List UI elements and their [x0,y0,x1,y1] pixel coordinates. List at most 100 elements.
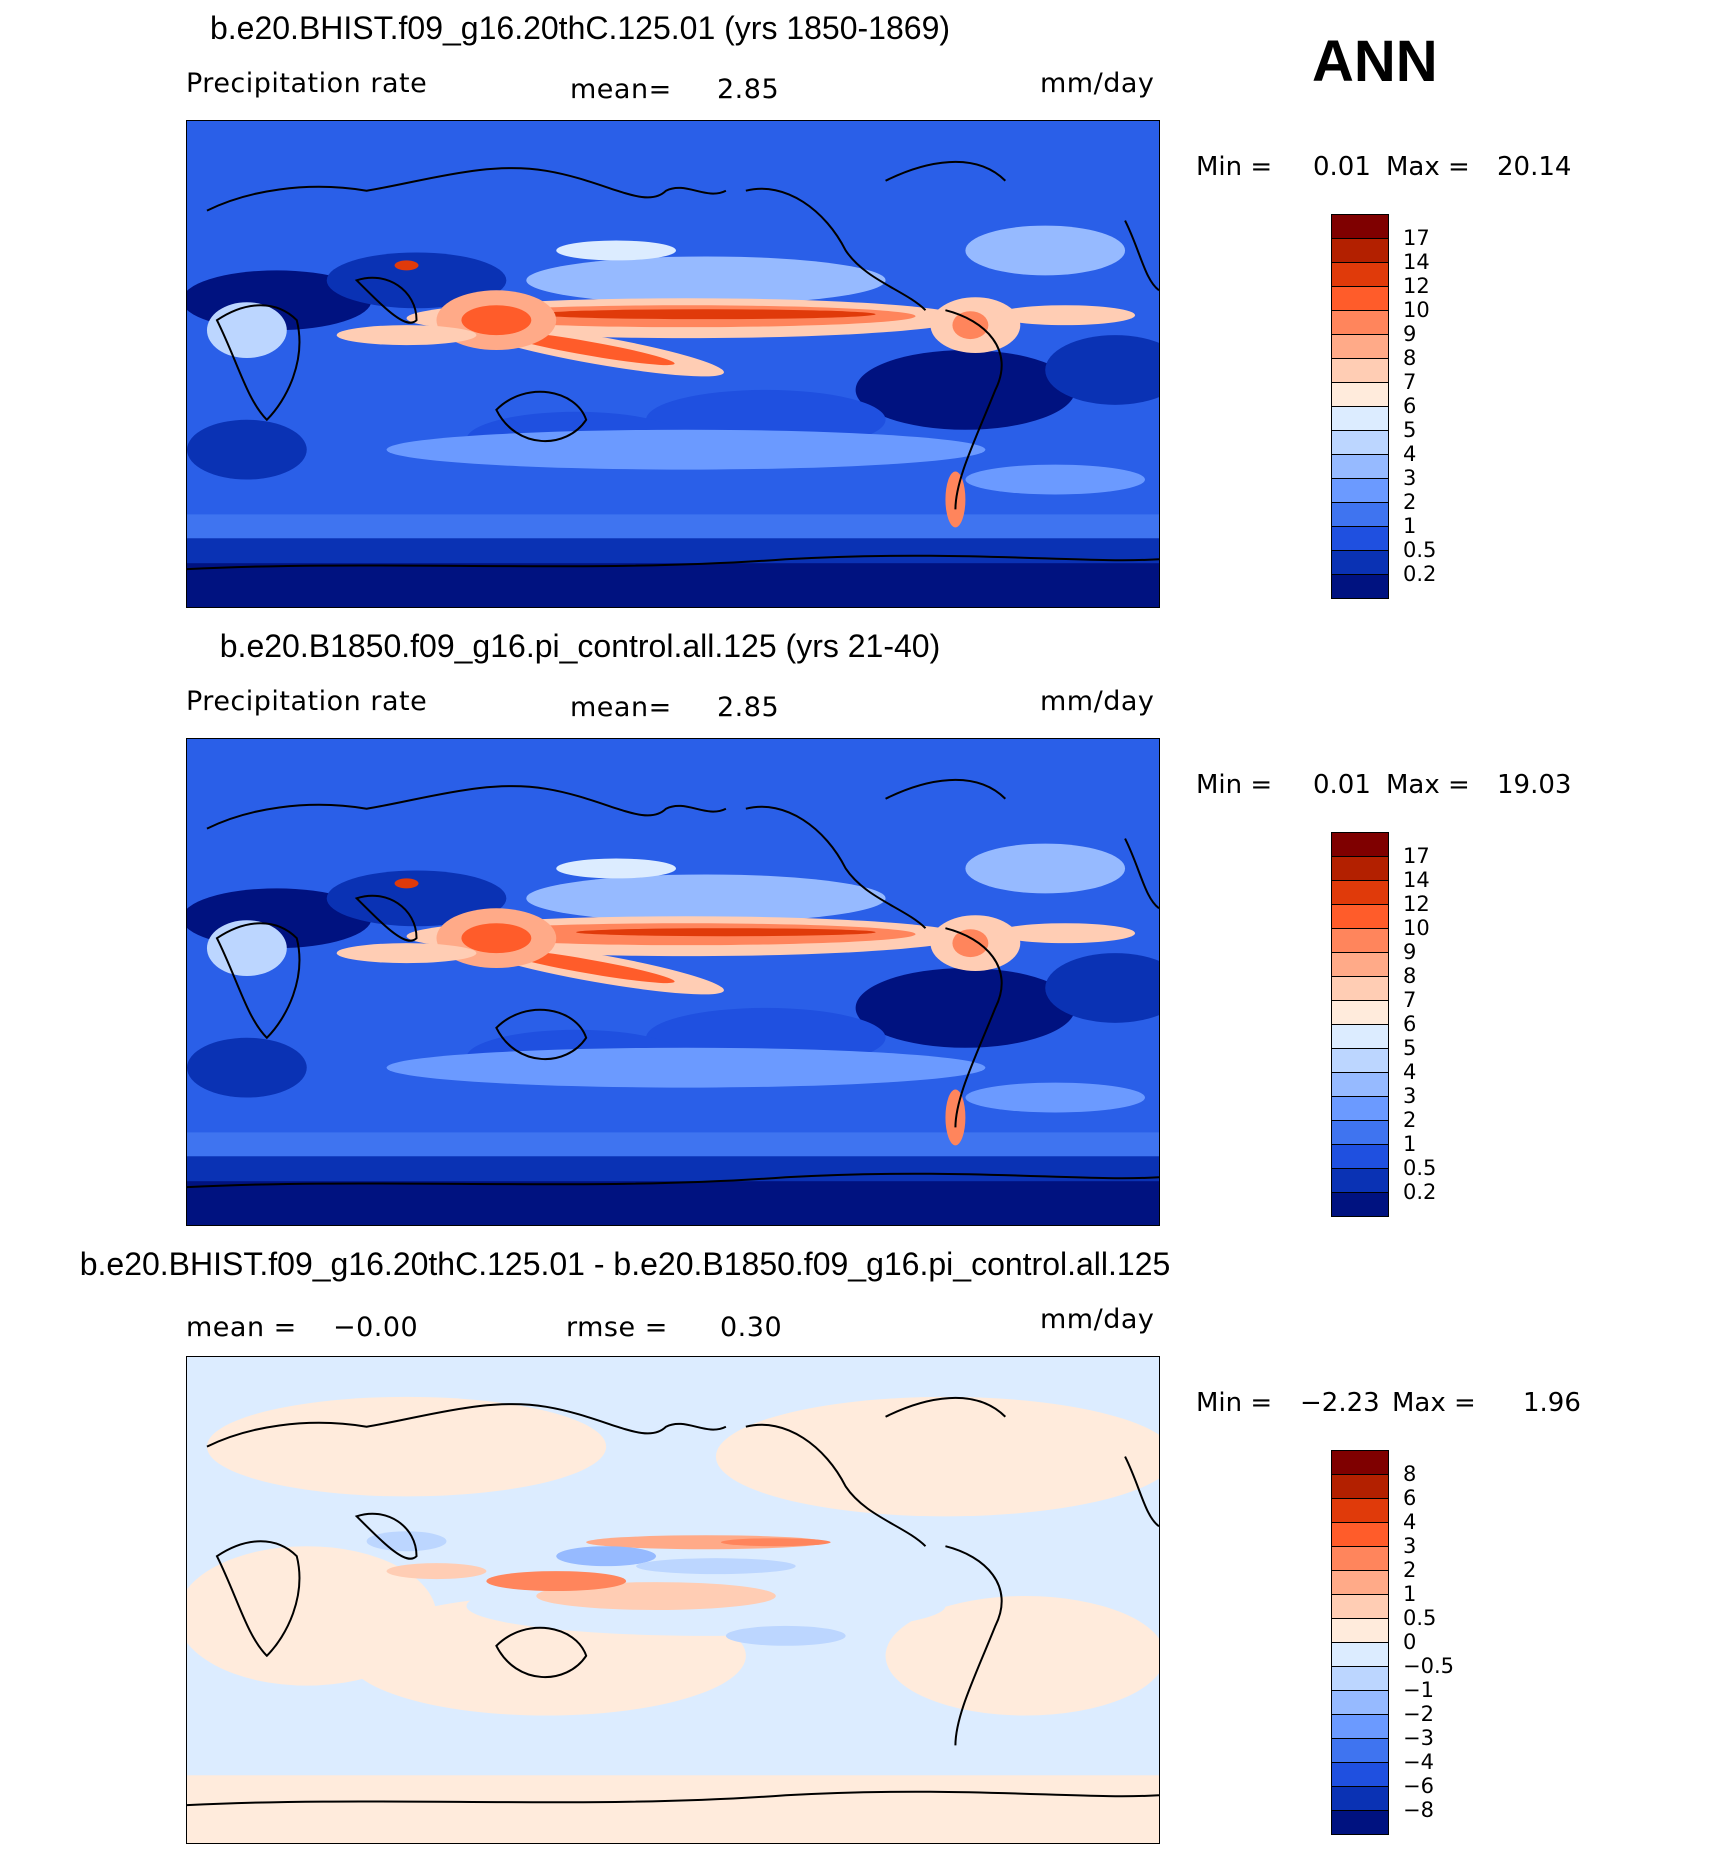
max-label: Max = [1386,770,1470,800]
colorbar-swatch [1331,1643,1389,1667]
precip-map [186,120,1160,608]
panel-title: b.e20.BHIST.f09_g16.20thC.125.01 (yrs 18… [209,10,951,46]
colorbar-swatch [1331,881,1389,905]
variable-label: Precipitation rate [186,686,428,717]
precip-map-graphic [187,739,1159,1225]
colorbar-swatch [1331,431,1389,455]
minmax-readout: Min = 0.01 Max = 20.14 [1196,152,1571,332]
colorbar-swatch [1331,383,1389,407]
colorbar-label: 12 [1403,892,1430,916]
colorbar-label: 10 [1403,298,1430,322]
colorbar-label: 4 [1403,1060,1417,1084]
colorbar-swatch [1331,1595,1389,1619]
colorbar-label: 14 [1403,250,1430,274]
min-label: Min = [1196,1388,1273,1418]
colorbar-swatch [1331,575,1389,599]
variable-label: Precipitation rate [186,68,428,99]
minmax-readout: Min = −2.23 Max = 1.96 [1196,1388,1581,1568]
colorbar-label: 7 [1403,370,1417,394]
mean-value: 2.85 [717,74,780,105]
colorbar-label: 2 [1403,1558,1417,1582]
colorbar-label: 14 [1403,868,1430,892]
units-label: mm/day [1040,1304,1155,1335]
colorbar-label: −0.5 [1403,1654,1454,1678]
precip-map-graphic [187,121,1159,607]
colorbar-label: 1 [1403,514,1417,538]
colorbar-label: −3 [1403,1726,1434,1750]
colorbar: 17 14 12 10 9 8 7 6 5 4 3 2 1 0.5 0.2 [1331,832,1436,1217]
colorbar-swatch [1331,551,1389,575]
colorbar-label: 8 [1403,964,1417,988]
colorbar-label: −4 [1403,1750,1434,1774]
colorbar-swatch [1331,977,1389,1001]
colorbar-swatch [1331,1811,1389,1835]
mean-value: 2.85 [717,692,780,723]
mean-label: mean = [186,1312,297,1343]
colorbar-swatch [1331,1145,1389,1169]
colorbar-swatch [1331,929,1389,953]
colorbar-label: 4 [1403,1510,1417,1534]
mean-value: −0.00 [333,1312,419,1343]
colorbar-label: 5 [1403,1036,1417,1060]
colorbar: 8 6 4 3 2 1 0.5 0 −0.5 −1 −2 −3 −4 −6 −8 [1331,1450,1454,1835]
colorbar-label: 0.2 [1403,562,1437,586]
colorbar-label: 8 [1403,1462,1417,1486]
min-value: 0.01 [1313,152,1371,182]
colorbar-label: 9 [1403,940,1417,964]
colorbar-swatch [1331,1667,1389,1691]
max-label: Max = [1386,152,1470,182]
colorbar-swatch [1331,1763,1389,1787]
colorbar-swatch [1331,455,1389,479]
colorbar-swatch [1331,1475,1389,1499]
colorbar-label: 5 [1403,418,1417,442]
colorbar-swatch [1331,1571,1389,1595]
units-label: mm/day [1040,686,1155,717]
colorbar-swatch [1331,1619,1389,1643]
min-label: Min = [1196,770,1273,800]
colorbar-label: 2 [1403,1108,1417,1132]
colorbar-swatch [1331,1547,1389,1571]
colorbar-label: 12 [1403,274,1430,298]
colorbar-swatch [1331,1523,1389,1547]
colorbar-swatch [1331,527,1389,551]
colorbar-label: 0 [1403,1630,1417,1654]
colorbar-label: 2 [1403,490,1417,514]
colorbar-swatch [1331,1739,1389,1763]
panel-2: b.e20.B1850.f09_g16.pi_control.all.125 (… [0,618,1710,1238]
colorbar-swatch [1331,335,1389,359]
colorbar-swatch [1331,832,1389,857]
colorbar-label: −6 [1403,1774,1434,1798]
colorbar-label: 1 [1403,1582,1417,1606]
colorbar-swatch [1331,1049,1389,1073]
min-label: Min = [1196,152,1273,182]
colorbar-swatch [1331,263,1389,287]
colorbar-label: 10 [1403,916,1430,940]
colorbar-label: 0.5 [1403,1156,1437,1180]
colorbar-label: 6 [1403,394,1417,418]
colorbar-swatch [1331,1787,1389,1811]
colorbar-swatch [1331,1121,1389,1145]
colorbar-label: 9 [1403,322,1417,346]
colorbar-swatch [1331,311,1389,335]
mean-label: mean= [570,692,672,723]
panel-3: b.e20.BHIST.f09_g16.20thC.125.01 - b.e20… [0,1236,1710,1856]
colorbar-swatch [1331,1097,1389,1121]
colorbar-label: 6 [1403,1486,1417,1510]
colorbar-swatch [1331,1073,1389,1097]
panel-title: b.e20.BHIST.f09_g16.20thC.125.01 - b.e20… [79,1246,1171,1282]
precip-map [186,738,1160,1226]
colorbar-swatch [1331,1025,1389,1049]
mean-label: mean= [570,74,672,105]
rmse-label: rmse = [566,1312,668,1343]
colorbar-swatch [1331,479,1389,503]
colorbar-label: 17 [1403,226,1430,250]
colorbar-label: 3 [1403,466,1417,490]
max-value: 20.14 [1497,152,1572,182]
colorbar-swatch [1331,503,1389,527]
max-value: 1.96 [1523,1388,1581,1418]
colorbar-label: −1 [1403,1678,1434,1702]
min-value: −2.23 [1300,1388,1380,1418]
colorbar-swatch [1331,905,1389,929]
colorbar-label: 0.2 [1403,1180,1437,1204]
colorbar-label: 0.5 [1403,538,1437,562]
